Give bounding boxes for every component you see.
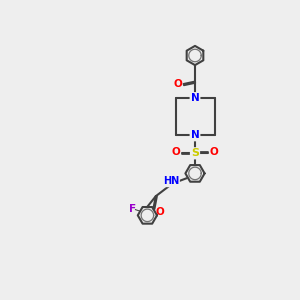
Text: O: O [171, 147, 180, 157]
Text: N: N [190, 93, 200, 103]
Text: O: O [156, 207, 164, 218]
Text: F: F [129, 204, 136, 214]
Text: HN: HN [163, 176, 179, 186]
Text: S: S [191, 148, 199, 158]
Text: O: O [210, 147, 219, 157]
Text: O: O [174, 79, 183, 89]
Text: N: N [190, 130, 200, 140]
